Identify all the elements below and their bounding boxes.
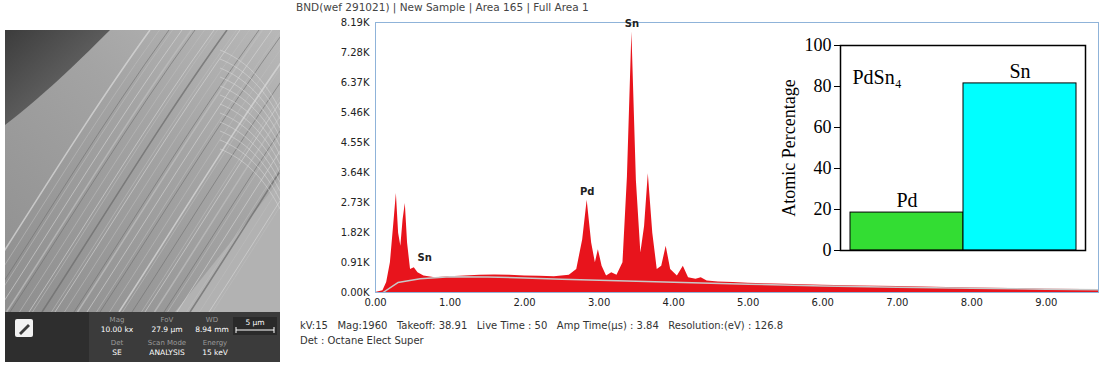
svg-text:SE: SE	[112, 348, 122, 357]
html-text:Det : Octane Elect Super: Det : Octane Elect Super	[300, 335, 424, 346]
svg-text:20: 20	[814, 199, 832, 219]
svg-text:Pd: Pd	[896, 189, 917, 211]
svg-text:PdSn₄: PdSn₄	[853, 66, 902, 88]
svg-text:80: 80	[814, 76, 832, 96]
svg-text:0.00K: 0.00K	[340, 286, 370, 298]
svg-text:Sn: Sn	[625, 18, 639, 29]
svg-text:7.28K: 7.28K	[341, 47, 370, 58]
svg-text:4.55K: 4.55K	[341, 137, 370, 148]
svg-text:Sn: Sn	[1009, 60, 1030, 82]
svg-text:100: 100	[805, 35, 832, 55]
svg-text:60: 60	[814, 117, 832, 137]
svg-text:0: 0	[823, 240, 832, 260]
html-text:BND(wef 291021) | New Sample |: BND(wef 291021) | New Sample | Area 165 …	[296, 1, 589, 13]
svg-text:0.91K: 0.91K	[341, 257, 370, 268]
svg-text:6.00: 6.00	[812, 297, 834, 308]
svg-text:4.00: 4.00	[663, 297, 685, 308]
svg-text:2.00: 2.00	[513, 297, 535, 308]
svg-text:5.00: 5.00	[737, 297, 759, 308]
svg-text:Det: Det	[111, 339, 124, 347]
svg-text:9.00: 9.00	[1035, 297, 1057, 308]
svg-text:Scan Mode: Scan Mode	[148, 339, 186, 347]
svg-text:1.00: 1.00	[439, 297, 461, 308]
svg-text:Atomic Percentage: Atomic Percentage	[779, 79, 799, 216]
svg-text:7.00: 7.00	[886, 297, 908, 308]
svg-text:8.00: 8.00	[961, 297, 983, 308]
svg-text:40: 40	[814, 158, 832, 178]
svg-text:WD: WD	[206, 316, 218, 324]
svg-text:Energy: Energy	[203, 339, 228, 347]
svg-text:5.46K: 5.46K	[341, 107, 370, 118]
svg-text:3.00: 3.00	[588, 297, 610, 308]
svg-text:8.94 mm: 8.94 mm	[195, 325, 229, 334]
svg-text:6.37K: 6.37K	[341, 77, 370, 88]
svg-text:27.9 µm: 27.9 µm	[151, 325, 182, 334]
svg-text:0.00: 0.00	[364, 297, 386, 308]
svg-text:3.64K: 3.64K	[341, 167, 370, 178]
svg-text:Sn: Sn	[418, 252, 432, 263]
svg-text:Mag: Mag	[110, 316, 125, 324]
svg-text:5 µm: 5 µm	[245, 318, 264, 327]
html-text:kV:15 Mag:1960 Takeoff: 38.91: kV:15 Mag:1960 Takeoff: 38.91 Live Time …	[300, 320, 784, 331]
svg-text:ANALYSIS: ANALYSIS	[149, 348, 185, 357]
svg-text:2.73K: 2.73K	[341, 197, 370, 208]
svg-text:1.82K: 1.82K	[341, 227, 370, 238]
svg-text:15 keV: 15 keV	[202, 348, 229, 357]
svg-text:Pd: Pd	[580, 186, 595, 197]
svg-text:10.00 kx: 10.00 kx	[101, 325, 134, 334]
svg-text:8.19K: 8.19K	[341, 17, 370, 28]
svg-text:FoV: FoV	[161, 316, 174, 324]
